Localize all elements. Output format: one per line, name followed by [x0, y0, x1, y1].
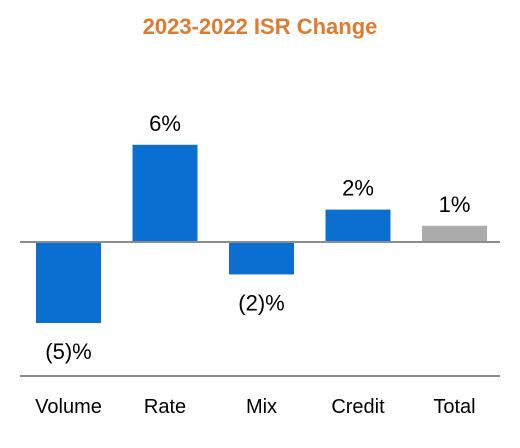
chart-title: 2023-2022 ISR Change	[142, 14, 378, 39]
x-tick-label-total: Total	[433, 396, 475, 418]
bar-mix	[229, 242, 294, 275]
data-label-mix: (2)%	[238, 290, 284, 315]
x-tick-label-credit: Credit	[331, 396, 385, 418]
data-labels-group: (5)% 6% (2)% 2% 1%	[45, 111, 470, 364]
data-label-rate: 6%	[149, 111, 181, 136]
x-tick-labels-group: Volume Rate Mix Credit Total	[35, 396, 475, 418]
data-label-credit: 2%	[342, 176, 374, 201]
data-label-volume: (5)%	[45, 339, 91, 364]
bars-group	[36, 144, 487, 323]
bar-total	[422, 225, 487, 242]
x-tick-label-rate: Rate	[144, 396, 186, 418]
bar-volume	[36, 242, 101, 323]
data-label-total: 1%	[439, 192, 471, 217]
x-tick-label-volume: Volume	[35, 396, 102, 418]
bar-credit	[325, 209, 391, 242]
x-tick-label-mix: Mix	[246, 396, 277, 418]
bar-rate	[132, 144, 198, 242]
